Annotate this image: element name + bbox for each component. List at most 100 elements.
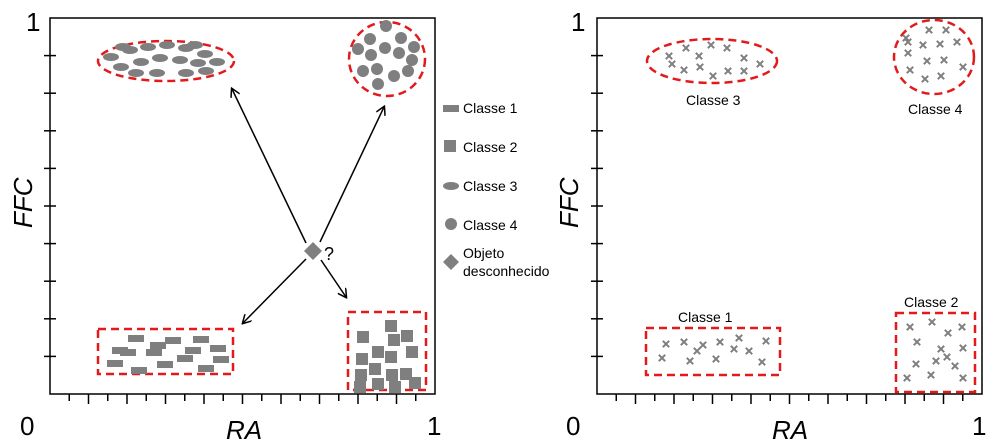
legend-item-unknown-line1: Objeto — [463, 245, 504, 261]
classe2-square-marker — [389, 381, 401, 393]
cross-marker — [906, 66, 914, 74]
left-x-ticks — [68, 394, 417, 404]
right-classe4-label: Classe 4 — [908, 101, 963, 117]
right-classe2-cluster — [894, 311, 977, 394]
cross-marker — [932, 357, 940, 365]
classe1-rect-marker — [128, 335, 144, 342]
left-x-axis-label: RA — [226, 415, 262, 445]
legend-item-classe3: Classe 3 — [463, 178, 518, 194]
classe3-ellipse-marker — [197, 50, 213, 58]
cross-marker — [712, 355, 720, 363]
cross-marker — [921, 75, 929, 83]
classe1-rect-marker — [185, 347, 201, 354]
right-x-ticks — [615, 394, 964, 404]
classe1-rect-marker — [213, 356, 229, 363]
legend: Classe 1 Classe 2 Classe 3 Classe 4 Obje… — [443, 100, 550, 279]
cross-marker — [709, 72, 717, 80]
cross-marker — [665, 52, 673, 60]
cross-marker — [936, 40, 944, 48]
classe2-square-marker — [354, 381, 366, 393]
classe3-ellipse-marker — [198, 67, 214, 75]
right-classe1-label: Classe 1 — [678, 309, 733, 325]
cross-marker — [668, 60, 676, 68]
classe4-circle-marker — [395, 32, 407, 44]
cross-marker — [942, 26, 950, 34]
classe4-circle-marker — [408, 41, 420, 53]
legend-item-unknown-line2: desconhecido — [463, 263, 550, 279]
left-y-axis-label: FFC — [8, 177, 38, 228]
classe3-ellipse-marker — [149, 69, 165, 77]
cross-marker — [940, 56, 948, 64]
cross-marker — [959, 374, 967, 382]
cross-marker — [937, 72, 945, 80]
legend-item-classe1: Classe 1 — [463, 100, 518, 116]
classe4-circle-marker — [372, 78, 384, 90]
classe4-circle-marker — [380, 20, 392, 32]
cross-marker — [658, 354, 666, 362]
right-classe1-cluster — [644, 326, 782, 377]
cross-marker — [680, 66, 688, 74]
right-origin-label: 0 — [566, 411, 580, 441]
cross-marker — [953, 38, 961, 46]
classe1-rect-marker — [193, 336, 209, 343]
classe1-markers — [107, 335, 229, 374]
classe2-cluster — [346, 310, 428, 392]
cross-marker — [959, 63, 967, 71]
unknown-object-question-mark: ? — [324, 244, 334, 264]
classe3-ellipse-marker — [113, 63, 129, 71]
legend-circle-icon — [445, 218, 457, 230]
unknown-object-diamond-icon — [304, 242, 322, 260]
classe3-ellipse-marker — [115, 43, 131, 51]
cross-marker — [923, 57, 931, 65]
classe2-square-marker — [372, 378, 384, 390]
classe2-square-marker — [357, 331, 369, 343]
classe4-circle-marker — [393, 47, 405, 59]
left-x-max-label: 1 — [427, 411, 441, 441]
cross-marker — [937, 345, 945, 353]
cross-marker — [913, 338, 921, 346]
classe2-square-marker — [385, 351, 397, 363]
arrow-to-classe1 — [243, 258, 307, 323]
classe4-circle-marker — [364, 33, 376, 45]
cross-marker — [943, 353, 951, 361]
classe3-ellipse-marker — [103, 53, 119, 61]
classe2-square-marker — [386, 369, 398, 381]
cross-marker — [723, 44, 731, 52]
classe3-ellipse-marker — [140, 43, 156, 51]
cross-marker — [686, 357, 694, 365]
classe1-rect-marker — [120, 349, 136, 356]
classe2-markers — [354, 320, 421, 393]
classe1-rect-marker — [131, 367, 147, 374]
classe2-square-marker — [385, 320, 397, 332]
classe4-markers — [352, 20, 420, 90]
classe3-markers — [103, 41, 225, 77]
cross-marker — [928, 318, 936, 326]
classe1-rect-marker — [107, 360, 123, 367]
cross-marker — [958, 323, 966, 331]
classe1-rect-marker — [177, 355, 193, 362]
cross-marker — [680, 338, 688, 346]
right-classe3-cluster — [645, 37, 779, 85]
classe1-rect-marker — [210, 345, 226, 352]
classe2-square-marker — [356, 353, 368, 365]
classe4-circle-marker — [371, 63, 383, 75]
cross-marker — [682, 44, 690, 52]
cross-marker — [696, 63, 704, 71]
classe2-square-marker — [401, 330, 413, 342]
classe3-ellipse-marker — [178, 69, 194, 77]
cross-marker — [944, 329, 952, 337]
classe2-square-marker — [406, 346, 418, 358]
cross-marker — [730, 345, 738, 353]
classe4-circle-marker — [352, 43, 364, 55]
cross-marker — [902, 34, 910, 42]
cross-marker — [695, 52, 703, 60]
classe1-rect-marker — [165, 337, 181, 344]
left-panel: 1 0 1 RA FFC ? — [8, 7, 441, 445]
classe2-square-marker — [369, 363, 381, 375]
cross-marker — [693, 347, 701, 355]
classe4-circle-marker — [357, 65, 369, 77]
classe2-square-marker — [372, 346, 384, 358]
cross-marker — [716, 338, 724, 346]
legend-rectangle-icon — [443, 105, 459, 112]
right-panel: 1 0 1 RA FFC Classe 3 Classe 4 Classe 1 … — [554, 7, 986, 445]
